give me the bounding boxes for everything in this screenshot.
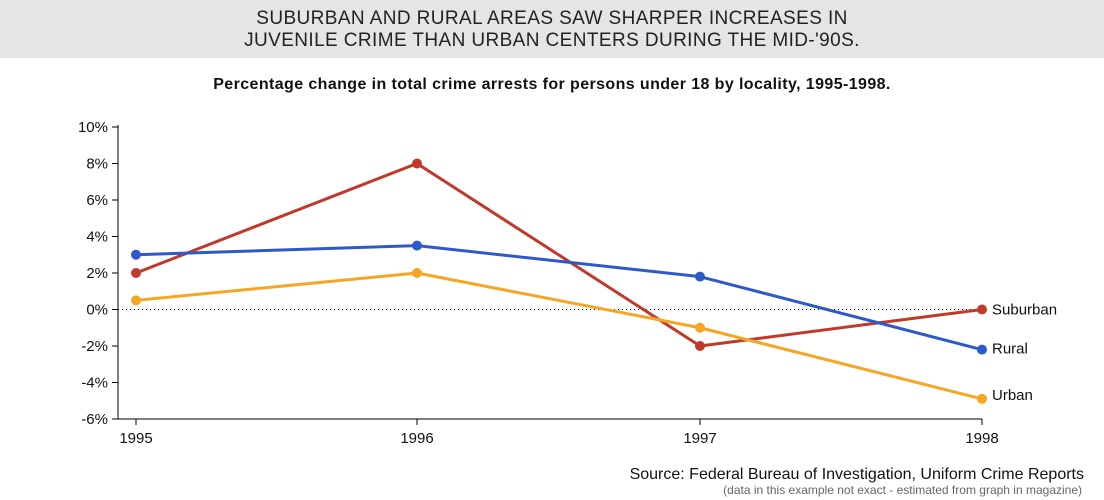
y-tick-label: 10% xyxy=(78,119,108,136)
title-line-2: JUVENILE CRIME THAN URBAN CENTERS DURING… xyxy=(244,30,860,51)
x-tick-label: 1995 xyxy=(119,430,152,447)
series-label: Rural xyxy=(992,341,1028,358)
y-tick-label: -2% xyxy=(81,338,108,355)
series-line xyxy=(134,162,984,348)
x-tick-label: 1997 xyxy=(683,430,716,447)
series-suburban: Suburban xyxy=(131,158,1057,351)
data-point xyxy=(695,271,705,282)
chart-subtitle: Percentage change in total crime arrests… xyxy=(213,76,891,93)
y-tick-label: 2% xyxy=(86,265,108,282)
data-point xyxy=(131,268,141,278)
series-label: Urban xyxy=(992,387,1033,404)
data-point xyxy=(412,268,422,278)
source-note: (data in this example not exact - estima… xyxy=(723,483,1082,497)
series-label: Suburban xyxy=(992,302,1057,319)
x-tick-label: 1998 xyxy=(965,430,998,447)
y-tick-label: -6% xyxy=(81,411,108,428)
series-urban: Urban xyxy=(131,268,1033,404)
data-point xyxy=(695,341,705,351)
title-banner: SUBURBAN AND RURAL AREAS SAW SHARPER INC… xyxy=(0,0,1104,58)
data-point xyxy=(412,240,422,251)
data-point xyxy=(412,158,422,169)
series-rural: Rural xyxy=(131,240,1028,358)
data-point xyxy=(131,249,141,260)
title-line-1: SUBURBAN AND RURAL AREAS SAW SHARPER INC… xyxy=(256,8,848,29)
y-tick-label: 8% xyxy=(86,156,108,173)
data-point xyxy=(131,295,141,306)
source-text: Source: Federal Bureau of Investigation,… xyxy=(629,466,1084,483)
series-line xyxy=(134,271,984,401)
chart-axes: 10% 8% 6% 4% 2% 0% -2% -4% -6% 1995 1996 1997 1998 xyxy=(78,119,999,447)
y-tick-label: 6% xyxy=(86,192,108,209)
y-tick-label: -4% xyxy=(81,375,108,392)
y-tick-label: 4% xyxy=(86,229,108,246)
chart-series: Suburban Rural Urban xyxy=(131,158,1057,404)
x-tick-label: 1996 xyxy=(400,430,433,447)
data-point xyxy=(977,393,987,404)
series-line xyxy=(134,244,984,352)
data-point xyxy=(695,322,705,333)
data-point xyxy=(977,304,987,315)
y-tick-label: 0% xyxy=(86,302,108,319)
data-point xyxy=(977,344,987,355)
